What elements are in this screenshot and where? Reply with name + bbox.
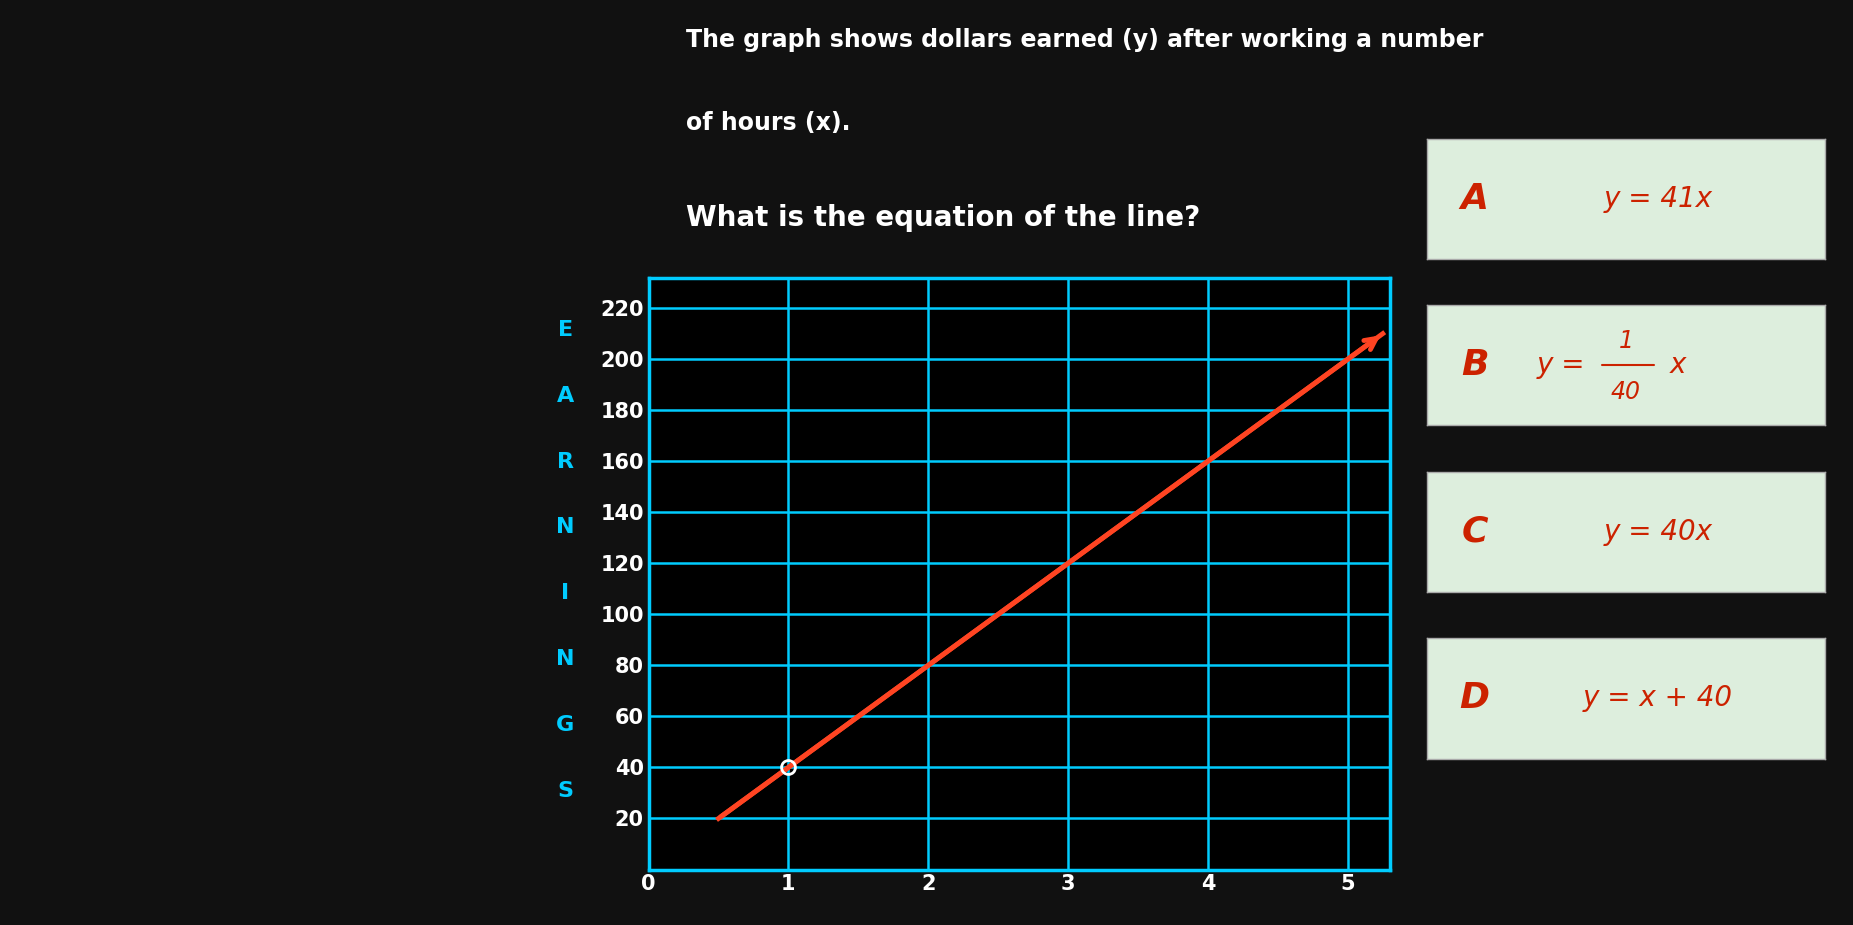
Text: R: R [556,451,574,472]
Text: A: A [556,386,574,406]
Text: 40: 40 [1610,380,1642,404]
Text: y = x + 40: y = x + 40 [1582,684,1733,712]
Text: S: S [558,781,573,800]
Text: y = 40x: y = 40x [1603,518,1712,546]
Text: N: N [556,649,574,669]
Text: The graph shows dollars earned (y) after working a number: The graph shows dollars earned (y) after… [686,28,1482,52]
Text: 1: 1 [1618,329,1634,353]
Text: B: B [1460,349,1488,382]
Text: I: I [561,584,569,603]
Text: D: D [1460,682,1490,715]
Text: N: N [556,517,574,537]
Text: x: x [1670,352,1686,379]
Text: What is the equation of the line?: What is the equation of the line? [686,204,1201,231]
Text: C: C [1462,515,1488,549]
Text: A: A [1460,182,1488,216]
Text: E: E [558,320,573,340]
Text: of hours (x).: of hours (x). [686,111,851,135]
Text: y = 41x: y = 41x [1603,185,1712,213]
Text: y =: y = [1536,352,1594,379]
Text: G: G [556,715,574,734]
